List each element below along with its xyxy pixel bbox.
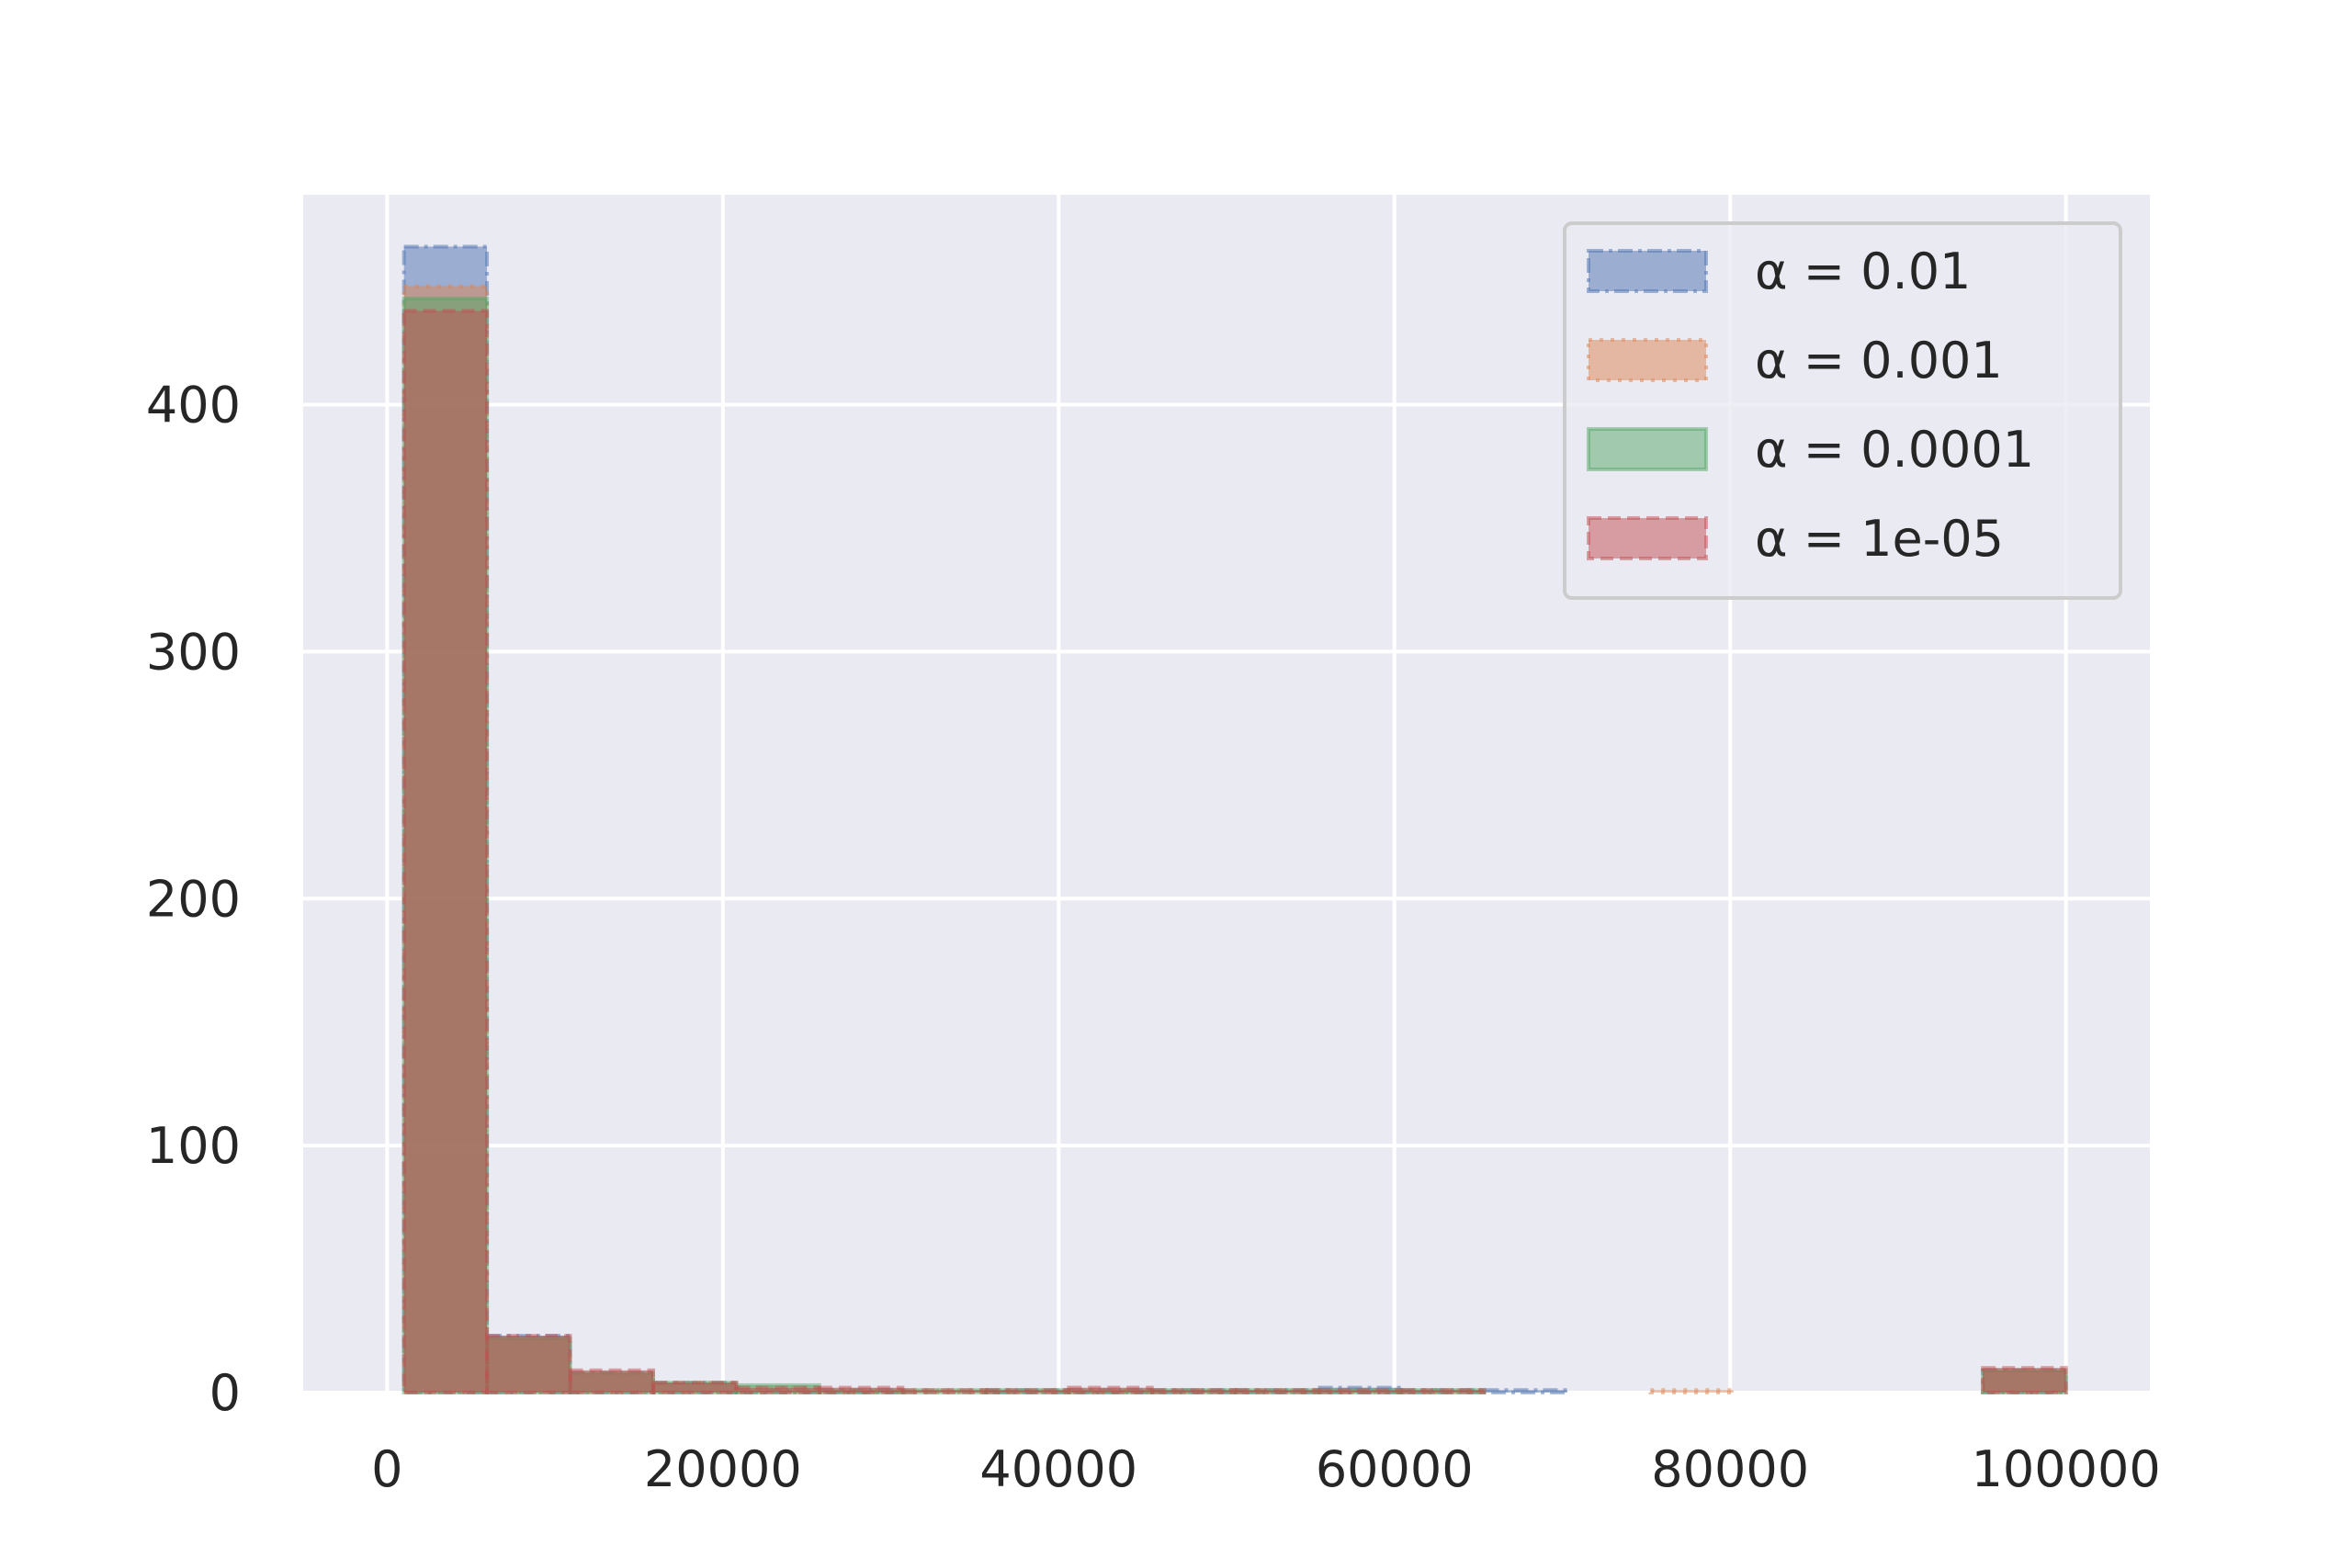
histogram-bars	[401, 244, 2068, 1395]
bar	[568, 1368, 655, 1394]
bar	[983, 1388, 1071, 1394]
legend-swatch	[1587, 249, 1708, 293]
legend-label: α = 0.001	[1755, 332, 2003, 389]
x-tick-label: 0	[371, 1440, 402, 1498]
bar	[1399, 1388, 1487, 1394]
legend-label: α = 0.0001	[1755, 421, 2034, 479]
x-tick-label: 80000	[1651, 1440, 1809, 1498]
bar	[734, 1385, 821, 1394]
x-tick-label: 40000	[979, 1440, 1137, 1498]
legend-item: α = 1e-05	[1587, 510, 2004, 568]
bar	[1149, 1388, 1238, 1394]
bar	[485, 1334, 572, 1394]
bar	[401, 309, 490, 1394]
bar	[1316, 1388, 1404, 1394]
y-tick-labels: 0 100 200 300 400	[146, 377, 241, 1422]
bar	[1648, 1388, 1736, 1394]
legend-swatch	[1587, 427, 1708, 471]
legend: α = 0.01 α = 0.001 α = 0.0001 α = 1e-05	[1563, 221, 2122, 600]
bar	[1067, 1385, 1154, 1394]
bar	[650, 1381, 739, 1394]
y-tick-label: 300	[146, 623, 241, 681]
series-3-bars	[401, 309, 2068, 1395]
legend-frame	[1563, 221, 2122, 600]
bar	[900, 1388, 988, 1394]
legend-swatch	[1587, 516, 1708, 560]
x-tick-labels: 0 20000 40000 60000 80000 100000	[371, 1440, 2161, 1498]
x-gridlines	[385, 195, 2068, 1393]
y-tick-label: 400	[146, 377, 241, 434]
legend-item: α = 0.01	[1587, 243, 1971, 300]
bar	[1482, 1388, 1569, 1394]
bar	[817, 1385, 905, 1394]
y-tick-label: 0	[209, 1364, 241, 1422]
legend-item: α = 0.001	[1587, 332, 2003, 389]
bar	[1233, 1388, 1320, 1394]
y-tick-label: 100	[146, 1117, 241, 1175]
x-tick-label: 60000	[1316, 1440, 1474, 1498]
y-tick-label: 200	[146, 870, 241, 928]
bar	[1981, 1366, 2068, 1395]
x-tick-label: 100000	[1972, 1440, 2161, 1498]
legend-item: α = 0.0001	[1587, 421, 2034, 479]
legend-label: α = 1e-05	[1755, 510, 2004, 568]
x-tick-label: 20000	[644, 1440, 802, 1498]
legend-swatch	[1587, 338, 1708, 382]
legend-label: α = 0.01	[1755, 243, 1971, 300]
